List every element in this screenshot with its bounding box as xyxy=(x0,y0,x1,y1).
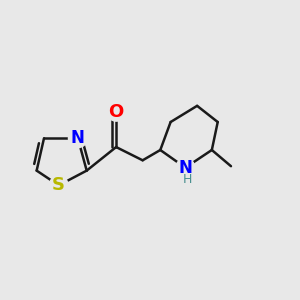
Text: N: N xyxy=(71,129,85,147)
Circle shape xyxy=(49,176,68,195)
Text: S: S xyxy=(52,176,65,194)
Circle shape xyxy=(107,102,126,121)
Text: N: N xyxy=(178,159,192,177)
Text: H: H xyxy=(183,173,192,186)
Circle shape xyxy=(68,129,87,148)
Text: O: O xyxy=(109,103,124,121)
Circle shape xyxy=(176,158,195,177)
Circle shape xyxy=(182,174,194,185)
